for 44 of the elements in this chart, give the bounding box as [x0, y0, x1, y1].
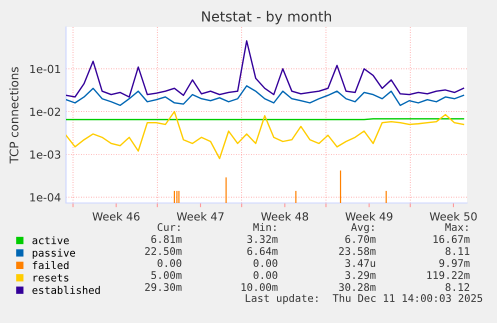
legend-label: failed [32, 261, 68, 270]
text: Last update: Thu Dec 11 14:00:03 2025 [246, 294, 482, 304]
text: 8.11 [446, 247, 470, 256]
text: 29.30m [145, 283, 182, 292]
text: 6.64m [247, 247, 278, 256]
y-axis-title: TCP connections [9, 67, 18, 164]
text: 0.00 [254, 259, 278, 268]
text: 3.47u [345, 259, 376, 268]
y-tick-label: 1e-03 [30, 150, 60, 159]
line-series [66, 40, 464, 98]
y-tick-label: 1e-01 [30, 64, 60, 74]
x-tick-label: Week 48 [261, 212, 308, 221]
text: 0.00 [254, 271, 278, 280]
x-tick-label: Week 50 [430, 212, 477, 221]
text: 3.29m [345, 271, 376, 280]
text: 8.12 [446, 283, 470, 292]
legend-label: active [32, 236, 69, 244]
x-tick-label: Week 47 [176, 212, 224, 221]
text: 5.00m [151, 271, 182, 280]
text: 16.67m [434, 235, 470, 244]
y-tick-label: 1e-02 [30, 108, 60, 116]
y-tick-label: 1e-04 [30, 193, 61, 202]
text: Avg: [351, 223, 374, 234]
legend-label: resets [34, 274, 68, 282]
text: 30.28m [339, 283, 376, 292]
x-tick-label: Week 49 [345, 212, 392, 221]
chart-title: Netstat - by month [202, 10, 332, 24]
text: 3.32m [247, 235, 278, 244]
line-series [66, 85, 464, 106]
legend-label: established [32, 286, 100, 294]
text: 119.22m [427, 271, 470, 280]
text: 0.00 [158, 259, 182, 268]
legend-label: passive [32, 248, 76, 259]
text: 10.00m [242, 283, 278, 292]
text: 22.50m [145, 247, 182, 256]
text: Min: [253, 222, 276, 231]
text: 9.97m [439, 259, 470, 268]
x-tick-label: Week 46 [92, 212, 140, 221]
text: 6.70m [345, 235, 376, 244]
text: Cur: [158, 223, 180, 232]
line-series [66, 110, 464, 160]
text: Max: [445, 223, 468, 232]
text: 23.58m [339, 247, 376, 256]
text: 6.81m [151, 235, 182, 244]
